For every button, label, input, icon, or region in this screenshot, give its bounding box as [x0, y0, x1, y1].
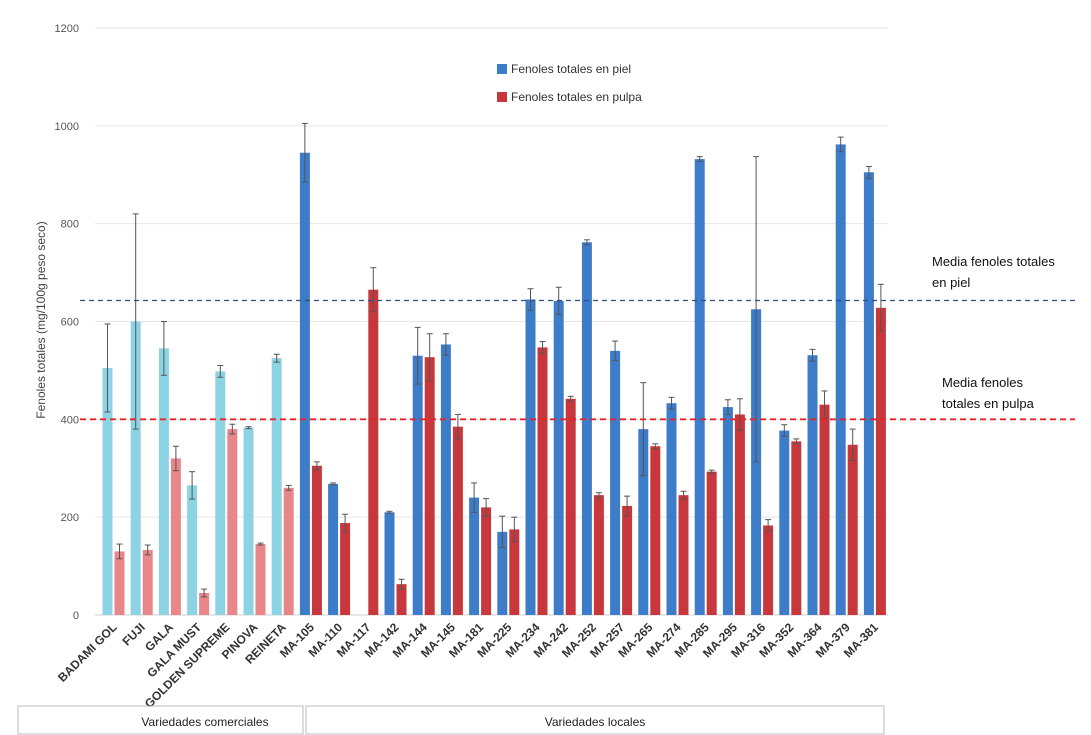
group-label-locales: Variedades locales — [545, 715, 646, 729]
bar-pulpa — [424, 357, 435, 615]
category-label: BADAMI GOL — [55, 620, 120, 685]
bar-piel — [102, 367, 113, 615]
group-box-locales — [305, 705, 885, 735]
bar-piel — [779, 430, 790, 615]
bar-piel — [863, 172, 874, 615]
bar-pulpa — [283, 487, 294, 615]
pulpa-mean-note-line2: totales en pulpa — [942, 396, 1035, 411]
bar-pulpa — [311, 465, 322, 615]
legend-label-piel: Fenoles totales en piel — [511, 62, 631, 76]
bar-piel — [722, 407, 733, 615]
y-axis-ticks: 0 200 400 600 800 1000 1200 — [55, 23, 79, 622]
bar-pulpa — [622, 505, 633, 615]
bar-pulpa — [199, 592, 210, 615]
bar-piel — [271, 358, 282, 615]
bar-piel — [158, 348, 169, 615]
piel-mean-note-line1: Media fenoles totales — [932, 254, 1055, 269]
y-tick-label: 1000 — [55, 121, 79, 133]
bar-pulpa — [706, 471, 717, 615]
bar-pulpa — [509, 529, 520, 615]
group-label-comerciales: Variedades comerciales — [141, 715, 268, 729]
y-tick-label: 200 — [61, 512, 79, 524]
bar-piel — [581, 242, 592, 615]
bar-piel — [666, 403, 677, 615]
bar-pulpa — [847, 444, 858, 615]
bar-piel — [469, 497, 480, 615]
bar-piel — [525, 299, 536, 615]
bar-piel — [807, 355, 818, 615]
bar-pulpa — [114, 551, 125, 615]
bar-pulpa — [763, 525, 774, 615]
bar-piel — [299, 152, 310, 616]
y-tick-label: 600 — [61, 317, 79, 329]
pulpa-mean-note-line1: Media fenoles — [942, 375, 1023, 390]
bar-pulpa — [227, 429, 238, 615]
bar-piel — [187, 485, 198, 615]
bar-piel — [497, 531, 508, 615]
bar-piel — [553, 300, 564, 615]
legend-swatch-piel — [497, 64, 507, 74]
bar-pulpa — [368, 289, 379, 615]
error-bars — [104, 122, 884, 598]
bar-pulpa — [537, 347, 548, 615]
bar-pulpa — [340, 523, 351, 615]
y-tick-label: 800 — [61, 219, 79, 231]
legend-swatch-pulpa — [497, 92, 507, 102]
group-box-comerciales — [17, 705, 304, 735]
bar-pulpa — [396, 584, 407, 615]
bar-pulpa — [593, 495, 604, 615]
reference-annotations: Media fenoles totales en piel Media feno… — [932, 254, 1055, 411]
bar-piel — [694, 159, 705, 615]
bar-piel — [384, 512, 395, 615]
bar-piel — [130, 321, 141, 615]
bar-pulpa — [255, 544, 266, 615]
piel-mean-note-line2: en piel — [932, 275, 970, 290]
bar-pulpa — [875, 307, 886, 615]
legend: Fenoles totales en piel Fenoles totales … — [497, 62, 642, 104]
y-tick-label: 1200 — [55, 23, 79, 35]
bars — [102, 144, 886, 616]
bar-piel — [215, 371, 226, 615]
reference-lines — [80, 299, 1075, 421]
y-tick-label: 400 — [61, 414, 79, 426]
bar-pulpa — [678, 495, 689, 615]
bar-pulpa — [650, 446, 661, 615]
bar-piel — [328, 483, 339, 615]
variety-groups: Variedades comerciales Variedades locale… — [17, 705, 885, 735]
bar-pulpa — [142, 549, 153, 615]
bar-pulpa — [565, 398, 576, 615]
bar-pulpa — [481, 507, 492, 615]
y-tick-label: 0 — [73, 610, 79, 622]
legend-label-pulpa: Fenoles totales en pulpa — [511, 90, 642, 104]
bar-pulpa — [170, 458, 181, 615]
bar-pulpa — [734, 414, 745, 615]
bar-piel — [610, 350, 621, 615]
bar-piel — [638, 429, 649, 615]
bar-piel — [412, 355, 423, 615]
bar-piel — [835, 144, 846, 615]
bar-piel — [243, 427, 254, 615]
bar-pulpa — [452, 426, 463, 615]
bar-piel — [440, 344, 451, 615]
bar-pulpa — [819, 404, 830, 615]
bar-pulpa — [791, 441, 802, 615]
y-axis-label: Fenoles totales (mg/100g peso seco) — [34, 221, 48, 418]
